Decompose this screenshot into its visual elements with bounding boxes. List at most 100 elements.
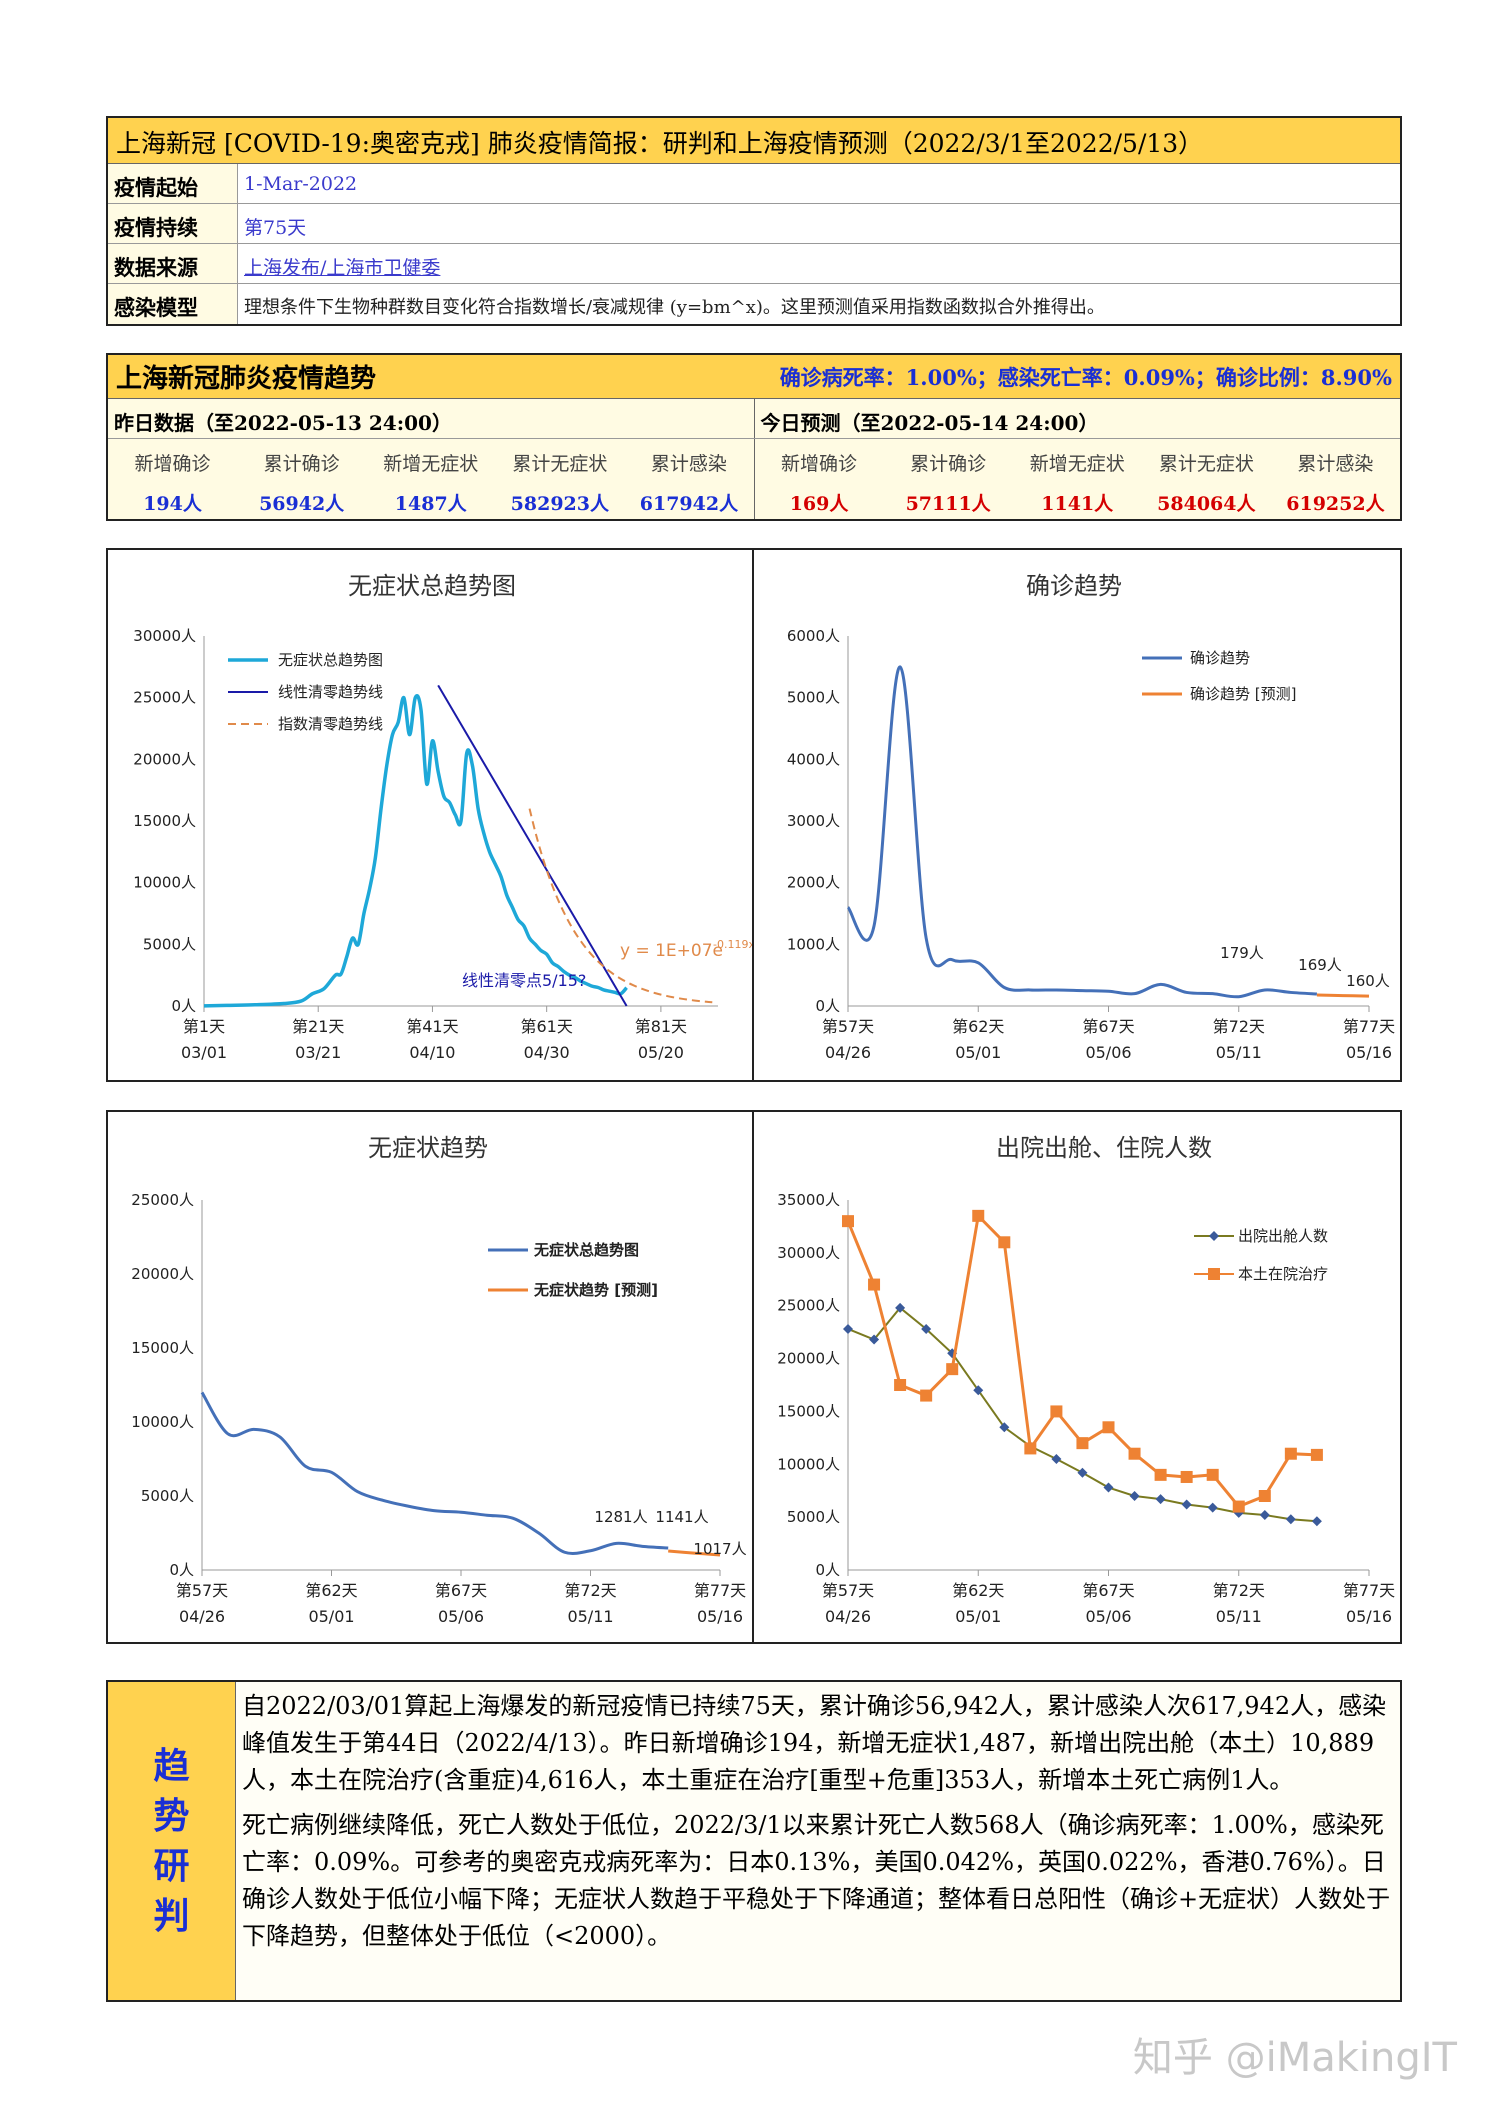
judgement-char: 趋 (153, 1745, 190, 1787)
x-tick-label: 第57天 (176, 1581, 228, 1600)
x-tick-label: 第67天 (1082, 1581, 1134, 1600)
y-tick-label: 15000人 (131, 1339, 194, 1357)
x-date-label: 05/16 (1346, 1043, 1392, 1062)
today-stat-4: 累计感染 619252人 (1271, 439, 1400, 519)
series-point-hospitalized (972, 1209, 985, 1222)
x-tick-label: 第57天 (822, 1017, 874, 1036)
today-stat-0: 新增确诊 169人 (755, 439, 884, 519)
legend-label: 确诊趋势 [预测] (1190, 685, 1296, 703)
series-point-discharge (999, 1422, 1010, 1433)
series-point-discharge (895, 1302, 906, 1313)
series-point-hospitalized (920, 1389, 933, 1402)
stat-label: 新增确诊 (134, 453, 211, 475)
info-row-model: 感染模型 理想条件下生物种群数目变化符合指数增长/衰减规律 (y=bm^x)。这… (108, 284, 1400, 324)
y-tick-label: 10000人 (131, 1413, 194, 1431)
chart-discharge-svg: 出院出舱、住院人数 0人 5000人 10000人 15000人 20000人 25000人… (777, 1134, 1395, 1626)
x-date-label: 04/10 (409, 1043, 455, 1062)
series-point-hospitalized (1232, 1500, 1245, 1513)
y-tick-label: 35000人 (777, 1191, 840, 1209)
x-tick-label: 第21天 (292, 1017, 344, 1036)
x-tick-label: 第62天 (952, 1581, 1004, 1600)
info-value: 1-Mar-2022 (238, 164, 1400, 203)
legend-label: 确诊趋势 (1190, 649, 1250, 667)
info-value: 理想条件下生物种群数目变化符合指数增长/衰减规律 (y=bm^x)。这里预测值采… (238, 284, 1400, 324)
data-label: 169人 (1298, 956, 1342, 974)
y-tick-label: 2000人 (787, 874, 840, 892)
series-point-hospitalized (1180, 1470, 1193, 1483)
y-tick-label: 3000人 (787, 812, 840, 830)
series-point-hospitalized (1154, 1468, 1167, 1481)
stat-value: 1141人 (1041, 493, 1114, 515)
data-label: 1141人 (655, 1508, 708, 1526)
judgement-body: 自2022/03/01算起上海爆发的新冠疫情已持续75天，累计确诊56,942人… (236, 1682, 1400, 2000)
legend-label: 线性清零趋势线 (278, 683, 383, 701)
trend-header: 上海新冠肺炎疫情趋势 确诊病死率：1.00%；感染死亡率：0.09%；确诊比例：… (108, 355, 1400, 399)
stat-label: 新增无症状 (1029, 453, 1125, 475)
x-tick-label: 第62天 (952, 1017, 1004, 1036)
y-tick-label: 10000人 (777, 1455, 840, 1473)
y-tick-label: 4000人 (787, 750, 840, 768)
today-label: 今日预测（至2022-05-14 24:00） (760, 411, 1099, 435)
y-tick-label: 5000人 (787, 689, 840, 707)
y-tick-label: 0人 (815, 1561, 840, 1579)
data-label: 1017人 (693, 1540, 746, 1558)
chart-title: 无症状总趋势图 (348, 572, 516, 600)
legend-label: 无症状总趋势图 (278, 651, 383, 669)
series-line-asym-forecast (668, 1549, 721, 1557)
series-point-hospitalized (1310, 1448, 1323, 1461)
judgement-char: 研 (153, 1845, 190, 1887)
trend-box: 上海新冠肺炎疫情趋势 确诊病死率：1.00%；感染死亡率：0.09%；确诊比例：… (106, 353, 1402, 521)
yesterday-stats: 新增确诊 194人 累计确诊 56942人 新增无症状 1487人 累计无症状 582923人… (108, 439, 755, 519)
x-date-label: 05/11 (1216, 1043, 1262, 1062)
series-point-discharge (1285, 1514, 1296, 1525)
chart-asym: 无症状趋势 0人 5000人 10000人 15000人 20000人 25000人 第57天… (106, 1110, 754, 1644)
x-tick-label: 第61天 (520, 1017, 572, 1036)
series-point-discharge (869, 1334, 880, 1345)
x-date-label: 05/06 (1085, 1043, 1131, 1062)
legend-marker (1208, 1268, 1220, 1280)
x-tick-label: 第1天 (183, 1017, 225, 1036)
series-point-hospitalized (1206, 1468, 1219, 1481)
x-tick-label: 第67天 (435, 1581, 487, 1600)
x-date-label: 03/21 (295, 1043, 341, 1062)
yesterday-stat-4: 累计感染 617942人 (624, 439, 753, 519)
y-tick-label: 30000人 (777, 1244, 840, 1262)
y-tick-label: 0人 (171, 997, 196, 1015)
stat-label: 累计确诊 (910, 453, 987, 475)
yesterday-label: 昨日数据（至2022-05-13 24:00） (108, 399, 755, 438)
series-line-confirmed-forecast (1316, 993, 1370, 998)
info-row-duration: 疫情持续 第75天 (108, 204, 1400, 244)
series-line-0 (847, 1306, 1317, 1523)
x-date-label: 04/26 (825, 1043, 871, 1062)
series-line-asym (200, 1391, 669, 1555)
trend-title: 上海新冠肺炎疫情趋势 (116, 364, 377, 394)
y-tick-label: 20000人 (777, 1350, 840, 1368)
x-tick-label: 第41天 (406, 1017, 458, 1036)
stat-label: 累计感染 (650, 453, 727, 475)
x-tick-label: 第72天 (1213, 1017, 1265, 1036)
series-point-discharge (1259, 1510, 1270, 1521)
y-tick-label: 15000人 (133, 812, 196, 830)
series-point-hospitalized (946, 1363, 959, 1376)
x-date-label: 05/16 (697, 1607, 743, 1626)
x-tick-label: 第57天 (822, 1581, 874, 1600)
y-tick-label: 5000人 (143, 935, 196, 953)
formula-label: y = 1E+07e (620, 941, 723, 961)
source-link[interactable]: 上海发布/上海市卫健委 (238, 244, 1400, 283)
stat-grid: 新增确诊 194人 累计确诊 56942人 新增无症状 1487人 累计无症状 582923人… (108, 439, 1400, 519)
x-date-label: 05/06 (438, 1607, 484, 1626)
info-row-source: 数据来源 上海发布/上海市卫健委 (108, 244, 1400, 284)
series-line-exp (528, 808, 713, 1004)
series-point-discharge (973, 1385, 984, 1396)
chart-discharge: 出院出舱、住院人数 0人 5000人 10000人 15000人 20000人 25000人… (752, 1110, 1402, 1644)
data-label: 179人 (1220, 944, 1264, 962)
stat-value: 582923人 (510, 493, 609, 515)
x-tick-label: 第67天 (1082, 1017, 1134, 1036)
judgement-char: 势 (153, 1795, 190, 1837)
judgement-box: 趋 势 研 判 自2022/03/01算起上海爆发的新冠疫情已持续75天，累计确… (106, 1680, 1402, 2002)
yesterday-stat-2: 新增无症状 1487人 (366, 439, 495, 519)
y-tick-label: 6000人 (787, 627, 840, 645)
series-line-1 (846, 1212, 1317, 1509)
trend-rates: 确诊病死率：1.00%；感染死亡率：0.09%；确诊比例：8.90% (779, 364, 1392, 390)
watermark: 知乎 @iMakingIT (1132, 2035, 1457, 2081)
